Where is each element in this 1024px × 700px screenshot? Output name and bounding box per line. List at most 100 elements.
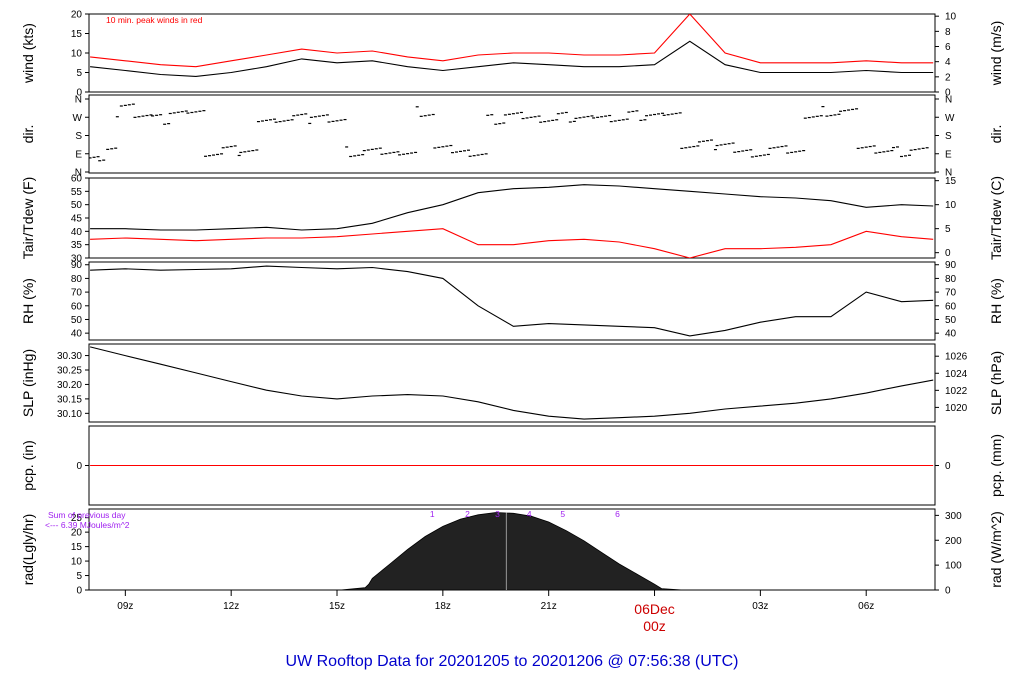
dir-point (627, 111, 631, 113)
ytick-right-label: N (945, 168, 952, 179)
dir-point (776, 146, 780, 148)
dir-point (366, 149, 370, 151)
dir-point (666, 114, 670, 116)
dir-point (790, 151, 794, 154)
ytick-right-label: 100 (945, 561, 962, 572)
dir-point (384, 153, 388, 155)
dir-point (127, 104, 131, 106)
dir-point (847, 109, 851, 111)
dir-point (296, 114, 300, 116)
dir-point (837, 113, 841, 115)
dir-point (701, 140, 705, 142)
dir-point (645, 115, 649, 117)
dir-point (278, 121, 282, 123)
ylabel-right: dir. (988, 125, 1004, 144)
dir-point (925, 147, 929, 149)
dir-point (592, 117, 596, 119)
dir-point (719, 144, 723, 146)
ylabel-right: SLP (hPa) (988, 351, 1004, 415)
ytick-right-label: 15 (945, 176, 957, 187)
ytick-left-label: 25 (71, 513, 83, 524)
ytick-right-label: 40 (945, 329, 957, 340)
ytick-right-label: 1022 (945, 386, 968, 397)
ylabel-right: Tair/Tdew (C) (988, 176, 1004, 260)
dir-point (239, 151, 243, 154)
dir-point (321, 114, 325, 117)
panel-frame (88, 343, 936, 423)
dir-point (155, 114, 159, 116)
ytick-right-label: 200 (945, 536, 962, 547)
xtick-label: 03z (752, 601, 768, 612)
rad-annotation-1: Sum of previous day (48, 510, 126, 520)
dir-point (290, 119, 294, 121)
sun-mark: 1 (430, 509, 435, 519)
panel-wind: 0 5 10 15 20 0 2 4 6 8 10 wind (kts) wind (m/s) 10 mi… (20, 10, 1004, 99)
dir-point (784, 145, 788, 147)
dir-point (431, 113, 435, 116)
dir-point (216, 153, 220, 156)
dir-point (709, 139, 713, 141)
dir-point (317, 115, 321, 117)
dir-point (670, 113, 674, 115)
dir-point (750, 156, 754, 158)
dir-point (503, 114, 507, 116)
panel-data (340, 512, 683, 590)
dir-point (106, 148, 110, 150)
xtick-label: 00z (643, 618, 666, 634)
ylabel-right: RH (%) (988, 278, 1004, 324)
dir-point (821, 106, 825, 108)
ytick-right-label: 2 (945, 72, 951, 83)
dir-point (705, 140, 709, 142)
dir-point (604, 115, 608, 117)
dir-point (833, 114, 837, 116)
dir-point (582, 116, 586, 118)
dir-point (282, 120, 286, 122)
dir-point (115, 116, 119, 118)
dir-point (921, 147, 925, 149)
dir-point (176, 111, 180, 113)
ytick-left-label: 5 (76, 68, 82, 79)
dir-point (361, 154, 365, 156)
dir-point (519, 111, 523, 114)
ytick-left-label: 0 (76, 586, 82, 597)
dir-point (631, 110, 635, 113)
dir-point (625, 118, 629, 120)
dir-point (406, 153, 410, 155)
ylabel-left: SLP (inHg) (20, 349, 36, 417)
panel-data (89, 103, 929, 162)
dir-point (362, 150, 366, 152)
dir-point (907, 154, 911, 156)
dir-point (433, 147, 437, 149)
dir-point (92, 156, 96, 158)
sun-mark: 5 (560, 509, 565, 519)
dir-point (872, 145, 876, 147)
dir-point (484, 153, 488, 155)
dir-point (131, 103, 135, 105)
dir-point (145, 114, 149, 117)
dir-point (886, 150, 890, 152)
xtick-label: 06z (858, 601, 874, 612)
series-line (90, 228, 934, 258)
ytick-right-label: E (945, 149, 952, 160)
dir-point (272, 118, 276, 120)
series-line (90, 40, 934, 77)
dir-point (419, 115, 423, 117)
ytick-left-label: 70 (71, 288, 83, 299)
dir-point (696, 145, 700, 147)
dir-point (688, 146, 692, 148)
dir-point (445, 145, 449, 147)
dir-point (903, 155, 907, 157)
dir-point (596, 116, 600, 118)
dir-point (247, 150, 251, 152)
dir-point (621, 119, 625, 121)
dir-point (829, 114, 833, 117)
dir-point (349, 155, 353, 158)
dir-point (839, 110, 843, 112)
dir-point (529, 116, 533, 118)
dir-point (133, 116, 137, 118)
ytick-left-label: 10 (71, 49, 83, 60)
ytick-left-label: 35 (71, 240, 83, 251)
dir-point (674, 112, 678, 115)
dir-point (723, 143, 727, 145)
